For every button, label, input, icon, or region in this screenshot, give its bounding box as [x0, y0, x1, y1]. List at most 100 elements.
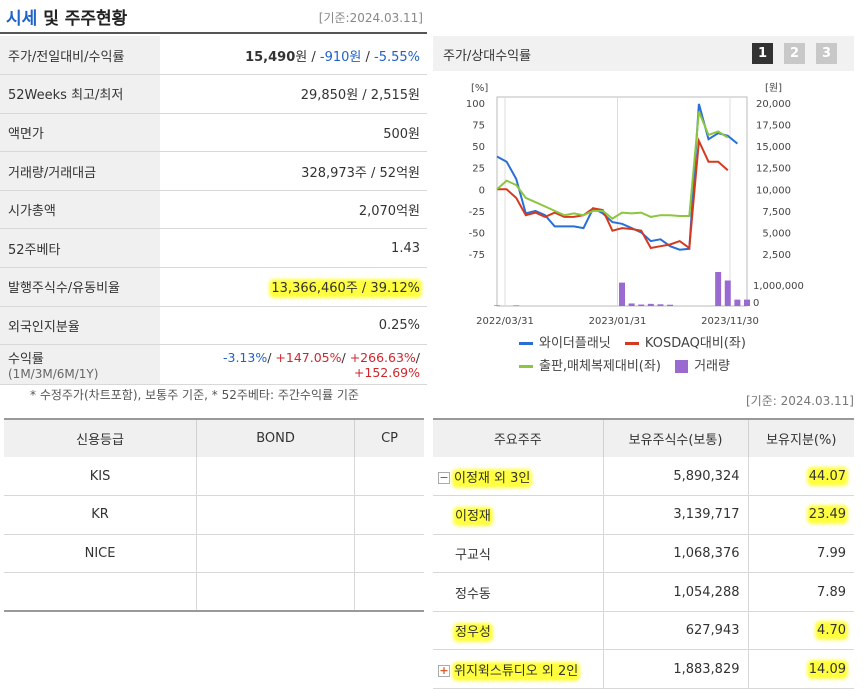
- table-row: KR: [4, 495, 424, 535]
- legend-swatch-blue: [519, 342, 533, 345]
- info-value: 500원: [160, 113, 427, 153]
- price-info-table: 주가/전일대비/수익률 15,490원 / -910원 / -5.55% 52W…: [0, 36, 427, 386]
- x-tick-label: 2023/01/31: [589, 316, 647, 327]
- volume-bar: [494, 305, 500, 306]
- info-label: 액면가: [0, 113, 160, 153]
- shareholder-pct: 44.07: [808, 468, 846, 484]
- legend-item: 출판,매체복제대비(좌): [519, 355, 661, 374]
- page-title: 시세 및 주주현황: [6, 9, 128, 29]
- y-right-tick-label: 10,000: [756, 185, 791, 196]
- series-line: [496, 111, 729, 220]
- info-row: 거래량/거래대금 328,973주 / 52억원: [0, 151, 427, 191]
- info-value: 29,850원 / 2,515원: [160, 74, 427, 114]
- shareholder-name: 이정재 외 3인: [454, 470, 531, 486]
- shareholder-pct: 4.70: [817, 623, 846, 639]
- x-tick-label: 2023/11/30: [701, 316, 759, 327]
- y-right-tick-label: 7,500: [762, 207, 791, 218]
- base-date: [기준:2024.03.11]: [318, 11, 423, 25]
- volume-bar: [638, 304, 645, 306]
- table-row: − 이정재 외 3인 5,890,324 44.07: [433, 457, 854, 497]
- chart-page-button-1[interactable]: 1: [752, 43, 773, 64]
- volume-bar: [628, 303, 635, 306]
- price-chart: 2022/03/31 2023/01/31 2023/11/30 100 20,000 7…: [466, 82, 804, 327]
- column-header: BOND: [196, 418, 355, 457]
- volume-bar: [715, 272, 722, 306]
- legend-swatch-red: [624, 342, 639, 345]
- shareholder-name: 위지윅스튜디오 외 2인: [454, 663, 579, 679]
- info-label: 거래량/거래대금: [0, 151, 160, 191]
- legend-item: 거래량: [675, 355, 730, 374]
- info-row: 시가총액 2,070억원: [0, 190, 427, 230]
- column-header: 보유지분(%): [747, 418, 854, 457]
- table-row: NICE: [4, 534, 424, 573]
- y-right-tick-label: 5,000: [762, 228, 791, 239]
- volume-bar: [667, 304, 674, 306]
- chart-header: 주가/상대수익률 1 2 3: [433, 36, 854, 71]
- chart-page-button-2[interactable]: 2: [784, 43, 805, 64]
- collapse-icon[interactable]: −: [438, 471, 450, 485]
- table-row: 이정재 3,139,717 23.49: [433, 495, 854, 535]
- legend-swatch-purple: [675, 360, 689, 373]
- volume-bar: [744, 299, 750, 306]
- volume-bar: [724, 280, 731, 306]
- table-header-row: 주요주주 보유주식수(보통) 보유지분(%): [433, 418, 854, 457]
- info-row: 주가/전일대비/수익률 15,490원 / -910원 / -5.55%: [0, 36, 427, 76]
- highlight-mark: 13,366,460주 / 39.12%: [271, 281, 420, 297]
- y-left-tick-label: 100: [466, 99, 485, 110]
- volume-tick-label: 0: [753, 298, 759, 309]
- legend-swatch-green: [519, 365, 533, 368]
- shareholder-table: 주요주주 보유주식수(보통) 보유지분(%) − 이정재 외 3인 5,890,3…: [433, 418, 854, 689]
- column-header: 신용등급: [4, 418, 197, 457]
- volume-bar: [647, 303, 654, 306]
- chart-legend: 와이더플래닛 KOSDAQ대비(좌) 출판,매체복제대비(좌) 거래량: [519, 332, 799, 378]
- price-value: 15,490원 / -910원 / -5.55%: [160, 36, 427, 76]
- x-tick-label: 2022/03/31: [476, 316, 534, 327]
- info-label: 수익률 (1M/3M/6M/1Y): [0, 344, 160, 386]
- credit-rating-table: 신용등급 BOND CP KIS KR NICE: [4, 418, 424, 612]
- volume-bar: [619, 282, 625, 306]
- y-left-tick-label: -75: [469, 250, 485, 261]
- shareholder-pct: 23.49: [808, 507, 846, 523]
- table-row: [4, 572, 424, 612]
- y-right-tick-label: 15,000: [756, 142, 791, 153]
- info-label: 주가/전일대비/수익률: [0, 36, 160, 76]
- info-value: 1.43: [160, 228, 427, 269]
- y-left-tick-label: 75: [472, 121, 485, 132]
- info-value: 13,366,460주 / 39.12%: [160, 267, 427, 307]
- table-row: 구교식 1,068,376 7.99: [433, 534, 854, 574]
- y-right-tick-label: 2,500: [762, 250, 791, 261]
- info-row: 액면가 500원: [0, 113, 427, 153]
- table-row: KIS: [4, 457, 424, 496]
- y-left-tick-label: 50: [472, 142, 485, 153]
- volume-tick-label: 1,000,000: [753, 281, 804, 292]
- section-header: 시세 및 주주현황 [기준:2024.03.11]: [0, 0, 427, 34]
- returns-value: -3.13%/ +147.05%/ +266.63%/ +152.69%: [160, 344, 427, 386]
- shareholder-name: 이정재: [455, 509, 491, 525]
- chart-page-button-3[interactable]: 3: [816, 43, 837, 64]
- right-axis-unit: [원]: [765, 82, 782, 94]
- column-header: CP: [354, 418, 424, 457]
- shareholder-name: 정수동: [433, 572, 603, 612]
- table-row: 정우성 627,943 4.70: [433, 611, 854, 651]
- info-value: 0.25%: [160, 306, 427, 346]
- shareholder-name: 구교식: [433, 534, 603, 574]
- legend-item: KOSDAQ대비(좌): [624, 332, 746, 351]
- info-value: 2,070억원: [160, 190, 427, 230]
- table-row: 정수동 1,054,288 7.89: [433, 572, 854, 612]
- volume-bar: [657, 304, 664, 306]
- y-left-tick-label: 0: [479, 185, 485, 196]
- legend-item: 와이더플래닛: [519, 332, 611, 351]
- info-row: 52Weeks 최고/최저 29,850원 / 2,515원: [0, 74, 427, 114]
- price-change: -910원: [319, 49, 362, 65]
- y-left-tick-label: -25: [469, 207, 485, 218]
- info-label: 외국인지분율: [0, 306, 160, 346]
- shareholder-pct: 14.09: [808, 661, 846, 677]
- info-label: 52Weeks 최고/최저: [0, 74, 160, 114]
- column-header: 보유주식수(보통): [602, 418, 748, 457]
- y-right-tick-label: 17,500: [756, 121, 791, 132]
- volume-bar: [513, 305, 520, 306]
- column-header: 주요주주: [433, 418, 603, 457]
- info-row: 발행주식수/유동비율 13,366,460주 / 39.12%: [0, 267, 427, 307]
- expand-icon[interactable]: +: [438, 664, 450, 678]
- shareholder-base-date: [기준: 2024.03.11]: [745, 394, 854, 408]
